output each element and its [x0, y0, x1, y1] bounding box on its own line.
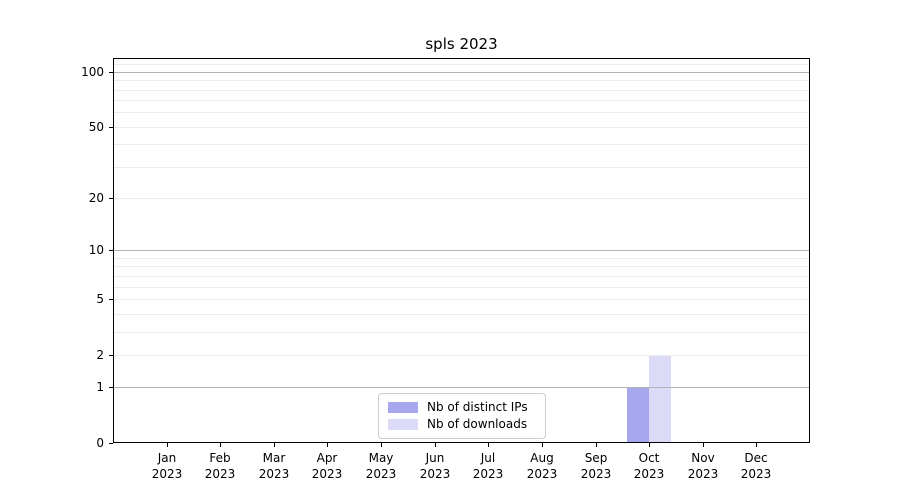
- x-tick-label: Feb 2023: [204, 451, 236, 481]
- y-tick-mark: [109, 443, 113, 444]
- minor-gridline: [114, 258, 809, 259]
- y-tick-mark: [109, 250, 113, 251]
- minor-gridline: [114, 144, 809, 145]
- y-tick-mark: [109, 355, 113, 356]
- legend-label-downloads: Nb of downloads: [427, 417, 528, 431]
- legend-item-downloads: Nb of downloads: [388, 416, 536, 433]
- x-tick-label: Aug 2023: [526, 451, 558, 481]
- x-tick-mark: [649, 443, 650, 447]
- y-tick-label: 20: [88, 191, 104, 205]
- minor-gridline: [114, 287, 809, 288]
- x-tick-label: Sep 2023: [580, 451, 612, 481]
- legend-swatch-downloads: [388, 419, 418, 430]
- minor-gridline: [114, 276, 809, 277]
- x-tick-mark: [167, 443, 168, 447]
- minor-gridline: [114, 90, 809, 91]
- minor-gridline: [114, 64, 809, 65]
- y-tick-label: 5: [96, 292, 104, 306]
- x-tick-label: Jan 2023: [151, 451, 183, 481]
- x-tick-label: Nov 2023: [687, 451, 719, 481]
- minor-gridline: [114, 100, 809, 101]
- y-tick-label: 10: [88, 243, 104, 257]
- x-tick-mark: [542, 443, 543, 447]
- minor-gridline: [114, 167, 809, 168]
- y-tick-mark: [109, 299, 113, 300]
- major-gridline: [114, 250, 809, 251]
- x-tick-mark: [435, 443, 436, 447]
- x-tick-mark: [488, 443, 489, 447]
- bar-oct-series0: [627, 387, 650, 442]
- x-tick-mark: [381, 443, 382, 447]
- y-tick-mark: [109, 198, 113, 199]
- x-tick-mark: [596, 443, 597, 447]
- minor-gridline: [114, 314, 809, 315]
- x-tick-label: May 2023: [365, 451, 397, 481]
- x-tick-label: Dec 2023: [740, 451, 772, 481]
- y-tick-mark: [109, 72, 113, 73]
- minor-gridline: [114, 112, 809, 113]
- x-tick-label: Jul 2023: [472, 451, 504, 481]
- bar-oct-series1: [649, 354, 672, 442]
- x-tick-mark: [703, 443, 704, 447]
- x-tick-label: Jun 2023: [419, 451, 451, 481]
- minor-gridline: [114, 266, 809, 267]
- y-tick-label: 50: [88, 120, 104, 134]
- minor-gridline: [114, 198, 809, 199]
- y-tick-label: 2: [96, 348, 104, 362]
- x-tick-mark: [327, 443, 328, 447]
- x-tick-mark: [220, 443, 221, 447]
- x-tick-label: Mar 2023: [258, 451, 290, 481]
- minor-gridline: [114, 299, 809, 300]
- legend-swatch-distinct-ips: [388, 402, 418, 413]
- major-gridline: [114, 72, 809, 73]
- chart-title: spls 2023: [425, 35, 498, 53]
- major-gridline: [114, 387, 809, 388]
- legend-label-distinct-ips: Nb of distinct IPs: [427, 400, 528, 414]
- legend-item-distinct-ips: Nb of distinct IPs: [388, 399, 536, 416]
- y-tick-mark: [109, 127, 113, 128]
- y-tick-label: 0: [96, 436, 104, 450]
- y-tick-label: 1: [96, 380, 104, 394]
- minor-gridline: [114, 332, 809, 333]
- x-tick-label: Apr 2023: [311, 451, 343, 481]
- y-tick-label: 100: [81, 65, 104, 79]
- y-tick-mark: [109, 387, 113, 388]
- x-tick-mark: [274, 443, 275, 447]
- x-tick-mark: [756, 443, 757, 447]
- x-tick-label: Oct 2023: [633, 451, 665, 481]
- minor-gridline: [114, 355, 809, 356]
- minor-gridline: [114, 127, 809, 128]
- legend: Nb of distinct IPs Nb of downloads: [378, 393, 546, 439]
- minor-gridline: [114, 80, 809, 81]
